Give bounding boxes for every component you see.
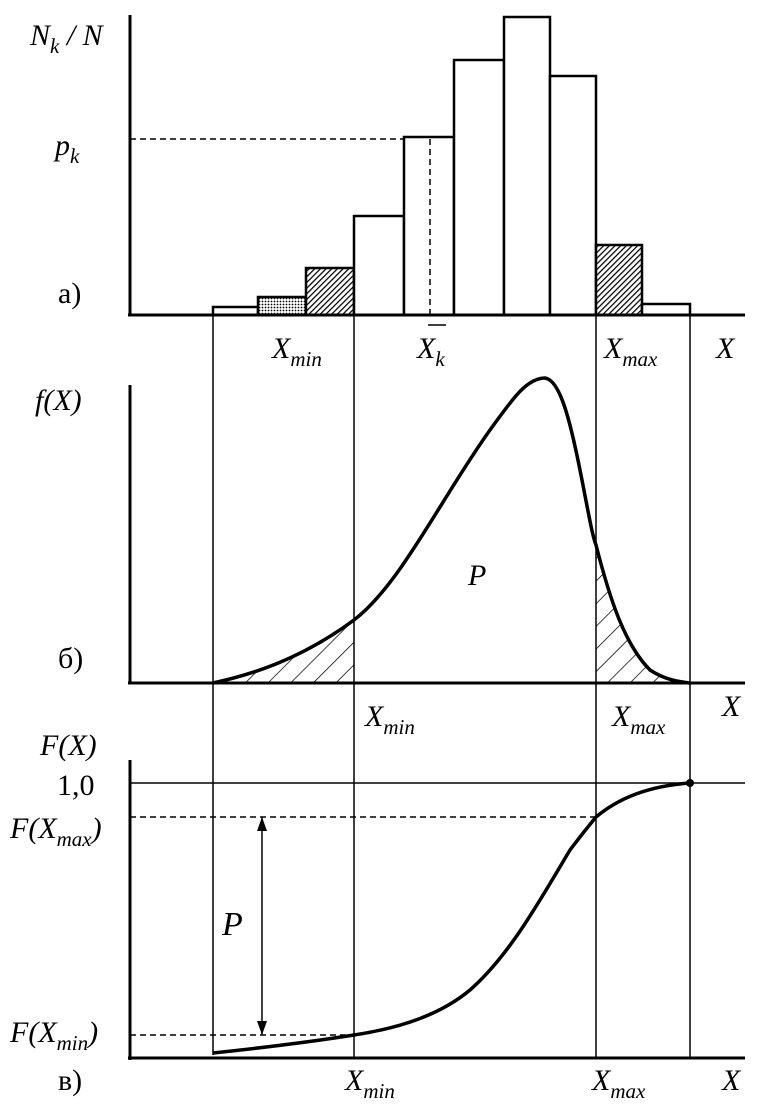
tick-label: F(Xmax) (9, 812, 102, 851)
bar (452, 58, 506, 317)
x-label: Xmax (591, 1064, 646, 1103)
cdf-curve (212, 781, 691, 1055)
y-label: Nk / N (29, 19, 105, 58)
tick-label: F(Xmin) (9, 1016, 98, 1055)
x-label: Xmin (344, 1064, 395, 1103)
panel-b: f(X) P б) Xmin Xmax X (35, 376, 745, 739)
panel-marker: а) (58, 277, 81, 310)
panel-marker: б) (58, 642, 83, 675)
bar (548, 74, 598, 317)
bar (256, 295, 308, 317)
x-label: Xmax (611, 700, 666, 739)
tick-label: 1,0 (57, 769, 95, 802)
panel-marker: в) (58, 1064, 82, 1097)
end-point (686, 779, 694, 787)
x-axis-label: X (721, 690, 742, 723)
panel-c: F(X) 1,0 F(Xmax) F(Xmin) P в) Xmin Xmax … (9, 729, 745, 1103)
bar (352, 214, 406, 317)
x-label: Xk (416, 332, 445, 371)
area-label: P (221, 906, 243, 943)
x-label: Xmax (603, 332, 658, 371)
bar (502, 15, 552, 317)
x-axis-label: X (721, 1064, 742, 1097)
tail-area (213, 620, 354, 683)
x-axis-label: X (715, 332, 736, 365)
bar (594, 243, 644, 317)
bar (640, 302, 692, 317)
bar (402, 135, 456, 317)
area-label: P (467, 559, 486, 592)
x-label: Xmin (271, 332, 322, 371)
tail-area (596, 545, 690, 683)
panel-a: Nk / N pk а) Xmin Xk Xmax X (29, 15, 745, 371)
x-label: Xmin (364, 700, 415, 739)
density-curve (212, 376, 691, 685)
y-label: F(X) (39, 729, 97, 762)
bar (304, 266, 356, 317)
p-label: pk (53, 129, 80, 168)
y-label: f(X) (35, 384, 82, 417)
